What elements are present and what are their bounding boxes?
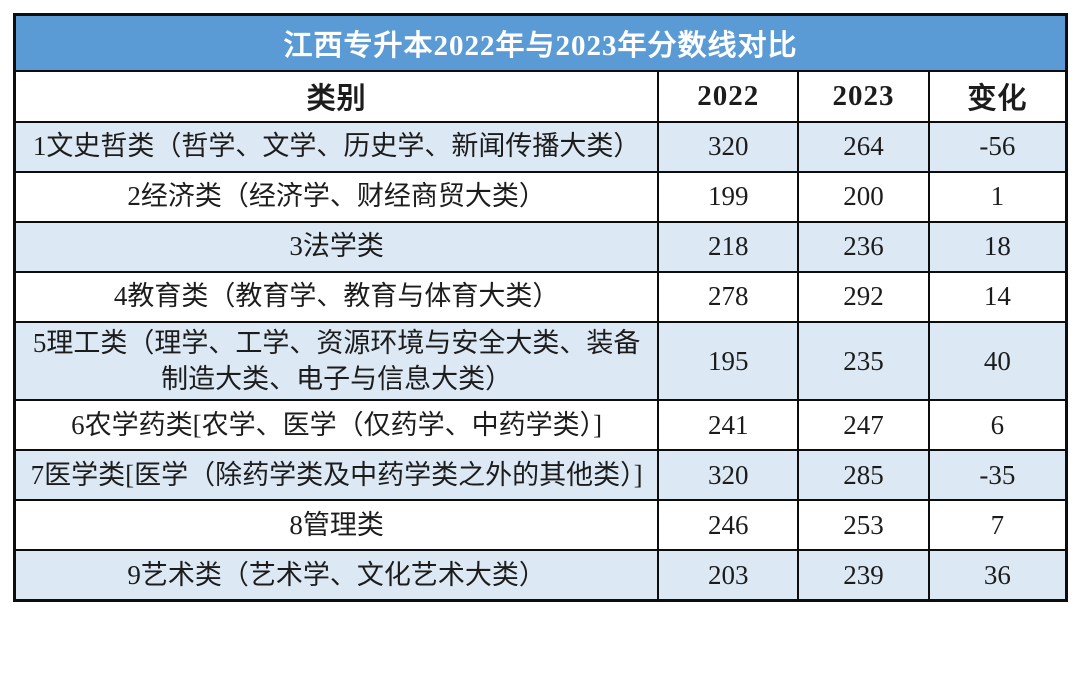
table-row: 3法学类 218 236 18 [13,220,1068,273]
change-cell: 1 [927,170,1068,223]
change-cell: 40 [927,320,1068,402]
score-2022-cell: 199 [657,170,800,223]
table-row: 7医学类[医学（除药学类及中药学类之外的其他类）] 320 285 -35 [13,449,1068,502]
header-category: 类别 [13,69,660,123]
category-cell: 3法学类 [13,220,660,273]
table-row: 8管理类 246 253 7 [13,499,1068,552]
score-2023-cell: 285 [797,449,930,502]
category-cell: 7医学类[医学（除药学类及中药学类之外的其他类）] [13,449,660,502]
category-cell: 4教育类（教育学、教育与体育大类） [13,270,660,323]
category-cell: 9艺术类（艺术学、文化艺术大类） [13,549,660,602]
score-2023-cell: 264 [797,120,930,173]
category-cell: 5理工类（理学、工学、资源环境与安全大类、装备制造大类、电子与信息大类） [13,320,660,402]
category-cell: 1文史哲类（哲学、文学、历史学、新闻传播大类） [13,120,660,173]
score-2022-cell: 241 [657,399,800,452]
score-2023-cell: 292 [797,270,930,323]
score-2023-cell: 239 [797,549,930,602]
change-cell: 14 [927,270,1068,323]
score-2023-cell: 247 [797,399,930,452]
change-cell: 18 [927,220,1068,273]
score-2022-cell: 195 [657,320,800,402]
table-row: 4教育类（教育学、教育与体育大类） 278 292 14 [13,270,1068,323]
title-row: 江西专升本2022年与2023年分数线对比 [13,13,1068,72]
category-cell: 8管理类 [13,499,660,552]
score-2023-cell: 235 [797,320,930,402]
score-2022-cell: 203 [657,549,800,602]
header-row: 类别 2022 2023 变化 [13,69,1068,123]
score-2023-cell: 200 [797,170,930,223]
score-2022-cell: 320 [657,120,800,173]
category-cell: 6农学药类[农学、医学（仅药学、中药学类）] [13,399,660,452]
table-row: 1文史哲类（哲学、文学、历史学、新闻传播大类） 320 264 -56 [13,120,1068,173]
score-2022-cell: 218 [657,220,800,273]
score-2022-cell: 278 [657,270,800,323]
table-row: 2经济类（经济学、财经商贸大类） 199 200 1 [13,170,1068,223]
table-title: 江西专升本2022年与2023年分数线对比 [13,13,1068,72]
change-cell: 36 [927,549,1068,602]
header-change: 变化 [927,69,1068,123]
table-row: 5理工类（理学、工学、资源环境与安全大类、装备制造大类、电子与信息大类） 195… [13,320,1068,402]
change-cell: 6 [927,399,1068,452]
score-2023-cell: 236 [797,220,930,273]
score-2022-cell: 320 [657,449,800,502]
category-cell: 2经济类（经济学、财经商贸大类） [13,170,660,223]
header-2023: 2023 [797,69,930,123]
table-row: 9艺术类（艺术学、文化艺术大类） 203 239 36 [13,549,1068,602]
table-row: 6农学药类[农学、医学（仅药学、中药学类）] 241 247 6 [13,399,1068,452]
change-cell: -35 [927,449,1068,502]
score-comparison-table: 江西专升本2022年与2023年分数线对比 类别 2022 2023 变化 1文… [13,13,1068,602]
change-cell: -56 [927,120,1068,173]
change-cell: 7 [927,499,1068,552]
score-2022-cell: 246 [657,499,800,552]
score-2023-cell: 253 [797,499,930,552]
header-2022: 2022 [657,69,800,123]
